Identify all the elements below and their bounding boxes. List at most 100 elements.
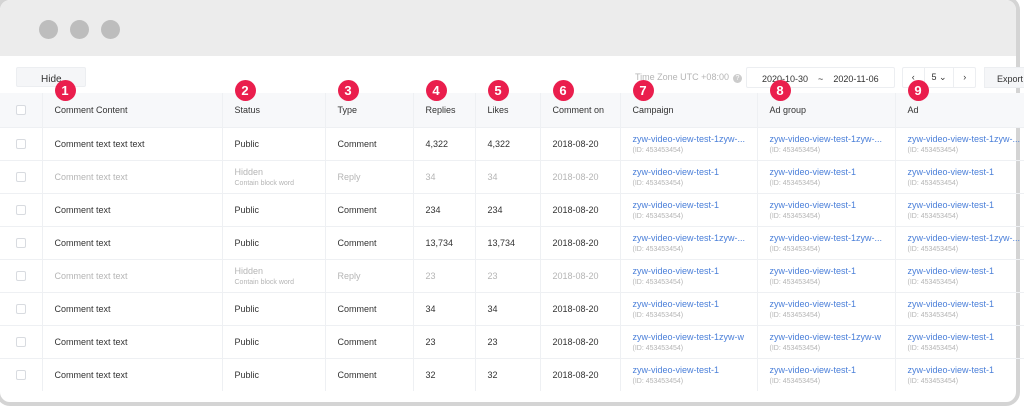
ad-group-id: (ID: 453453454): [769, 179, 821, 187]
page-size-select[interactable]: 5 ⌄: [923, 68, 955, 87]
campaign-id: (ID: 453453454): [632, 278, 684, 286]
column-header-label: Ad: [907, 104, 919, 115]
ad-link[interactable]: zyw-video-view-test-1: [907, 199, 995, 210]
replies-cell: 234: [413, 192, 476, 226]
column-header[interactable]: 8 Ad group: [757, 80, 896, 127]
ad-group-link[interactable]: zyw-video-view-test-1: [769, 265, 857, 276]
ad-group-id: (ID: 453453454): [769, 311, 821, 319]
table-row[interactable]: Comment text Public Comment 13,734 13,73…: [0, 225, 1024, 259]
ad-link[interactable]: zyw-video-view-test-1: [907, 331, 995, 342]
campaign-cell: zyw-video-view-test-1 (ID: 453453454): [620, 291, 758, 325]
row-checkbox[interactable]: [16, 270, 26, 281]
help-icon[interactable]: ?: [732, 74, 742, 83]
column-header[interactable]: 6 Comment on: [540, 80, 621, 127]
replies-cell: 34: [413, 159, 476, 193]
chevron-left-icon[interactable]: ‹: [911, 72, 915, 82]
column-header[interactable]: 4 Replies: [413, 80, 476, 127]
likes-cell: 234: [475, 192, 541, 226]
window-close-dot[interactable]: [39, 20, 58, 39]
date-range-picker[interactable]: 2020-10-30 ~2020-11-06: [746, 67, 895, 88]
column-header-label: Replies: [425, 104, 456, 115]
hide-button[interactable]: Hide: [16, 67, 86, 87]
ad-group-link[interactable]: zyw-video-view-test-1: [769, 298, 857, 309]
replies-cell: 13,734: [413, 225, 476, 259]
ad-id: (ID: 453453454): [907, 245, 959, 253]
column-header-label: Campaign: [632, 104, 674, 115]
comment-date-cell: 2018-08-20: [540, 258, 621, 292]
row-checkbox[interactable]: [16, 336, 26, 347]
campaign-cell: zyw-video-view-test-1 (ID: 453453454): [620, 192, 758, 226]
column-header[interactable]: 2 Status: [222, 80, 326, 127]
ad-group-link[interactable]: zyw-video-view-test-1: [769, 364, 857, 375]
ad-group-cell: zyw-video-view-test-1 (ID: 453453454): [757, 357, 896, 391]
type-cell: Reply: [325, 258, 414, 292]
campaign-link[interactable]: zyw-video-view-test-1zyw-...: [632, 232, 746, 243]
ad-link[interactable]: zyw-video-view-test-1: [907, 166, 995, 177]
row-checkbox[interactable]: [16, 204, 26, 215]
campaign-id: (ID: 453453454): [632, 377, 684, 385]
ad-group-link[interactable]: zyw-video-view-test-1: [769, 199, 857, 210]
row-checkbox[interactable]: [16, 369, 26, 380]
ad-id: (ID: 453453454): [907, 179, 959, 187]
comment-date-cell: 2018-08-20: [540, 324, 621, 358]
row-checkbox[interactable]: [16, 237, 26, 248]
campaign-link[interactable]: zyw-video-view-test-1: [632, 364, 720, 375]
campaign-link[interactable]: zyw-video-view-test-1: [632, 265, 720, 276]
column-header[interactable]: 7 Campaign: [620, 80, 758, 127]
ad-link[interactable]: zyw-video-view-test-1: [907, 265, 995, 276]
row-checkbox[interactable]: [16, 171, 26, 182]
ad-link[interactable]: zyw-video-view-test-1: [907, 364, 995, 375]
campaign-link[interactable]: zyw-video-view-test-1zyw-...: [632, 133, 746, 144]
table-row[interactable]: Comment text text Public Comment 32 32 2…: [0, 357, 1024, 391]
campaign-link[interactable]: zyw-video-view-test-1: [632, 166, 720, 177]
comment-date-cell: 2018-08-20: [540, 291, 621, 325]
ad-group-id: (ID: 453453454): [769, 245, 821, 253]
comment-content: Comment text text: [42, 159, 223, 193]
campaign-link[interactable]: zyw-video-view-test-1: [632, 199, 720, 210]
ad-link[interactable]: zyw-video-view-test-1: [907, 298, 995, 309]
window-maximize-dot[interactable]: [101, 20, 120, 39]
status-text: Hidden: [234, 265, 264, 276]
timezone-label: Time Zone UTC +08:00?: [635, 72, 742, 83]
column-header[interactable]: 9 Ad: [895, 80, 1024, 127]
select-all-checkbox[interactable]: [16, 104, 26, 115]
row-select-cell: [0, 192, 43, 226]
comment-content: Comment text text: [42, 258, 223, 292]
table-row[interactable]: Comment text text text Public Comment 4,…: [0, 126, 1024, 160]
campaign-id: (ID: 453453454): [632, 146, 684, 154]
table-row[interactable]: Comment text text Hidden Contain block wo…: [0, 159, 1024, 193]
table-row[interactable]: Comment text text Hidden Contain block wo…: [0, 258, 1024, 292]
campaign-cell: zyw-video-view-test-1 (ID: 453453454): [620, 159, 758, 193]
comment-date-cell: 2018-08-20: [540, 357, 621, 391]
window-minimize-dot[interactable]: [70, 20, 89, 39]
callout-badge: 9: [907, 80, 929, 101]
table-row[interactable]: Comment text Public Comment 234 234 2018…: [0, 192, 1024, 226]
column-header[interactable]: 3 Type: [325, 80, 414, 127]
column-header[interactable]: 1 Comment Content: [42, 80, 223, 127]
ad-cell: zyw-video-view-test-1 (ID: 453453454): [895, 159, 1024, 193]
comment-date-cell: 2018-08-20: [540, 126, 621, 160]
ad-link[interactable]: zyw-video-view-test-1zyw-...: [907, 232, 1021, 243]
ad-group-link[interactable]: zyw-video-view-test-1zyw-...: [769, 232, 883, 243]
comment-date-cell: 2018-08-20: [540, 225, 621, 259]
ad-id: (ID: 453453454): [907, 212, 959, 220]
campaign-link[interactable]: zyw-video-view-test-1zyw-w: [632, 331, 745, 342]
ad-group-link[interactable]: zyw-video-view-test-1zyw-w: [769, 331, 882, 342]
export-button[interactable]: Export: [984, 67, 1024, 88]
replies-cell: 23: [413, 258, 476, 292]
row-checkbox[interactable]: [16, 303, 26, 314]
callout-badge: 5: [487, 80, 509, 101]
ad-group-link[interactable]: zyw-video-view-test-1zyw-...: [769, 133, 883, 144]
row-checkbox[interactable]: [16, 138, 26, 149]
ad-group-link[interactable]: zyw-video-view-test-1: [769, 166, 857, 177]
chevron-right-icon[interactable]: ›: [963, 72, 967, 82]
type-cell: Comment: [325, 291, 414, 325]
status-cell: Public: [222, 225, 326, 259]
column-header[interactable]: 5 Likes: [475, 80, 541, 127]
campaign-id: (ID: 453453454): [632, 311, 684, 319]
table-row[interactable]: Comment text Public Comment 34 34 2018-0…: [0, 291, 1024, 325]
table-row[interactable]: Comment text text Public Comment 23 23 2…: [0, 324, 1024, 358]
ad-link[interactable]: zyw-video-view-test-1zyw-...: [907, 133, 1021, 144]
callout-badge: 2: [234, 80, 256, 101]
campaign-link[interactable]: zyw-video-view-test-1: [632, 298, 720, 309]
